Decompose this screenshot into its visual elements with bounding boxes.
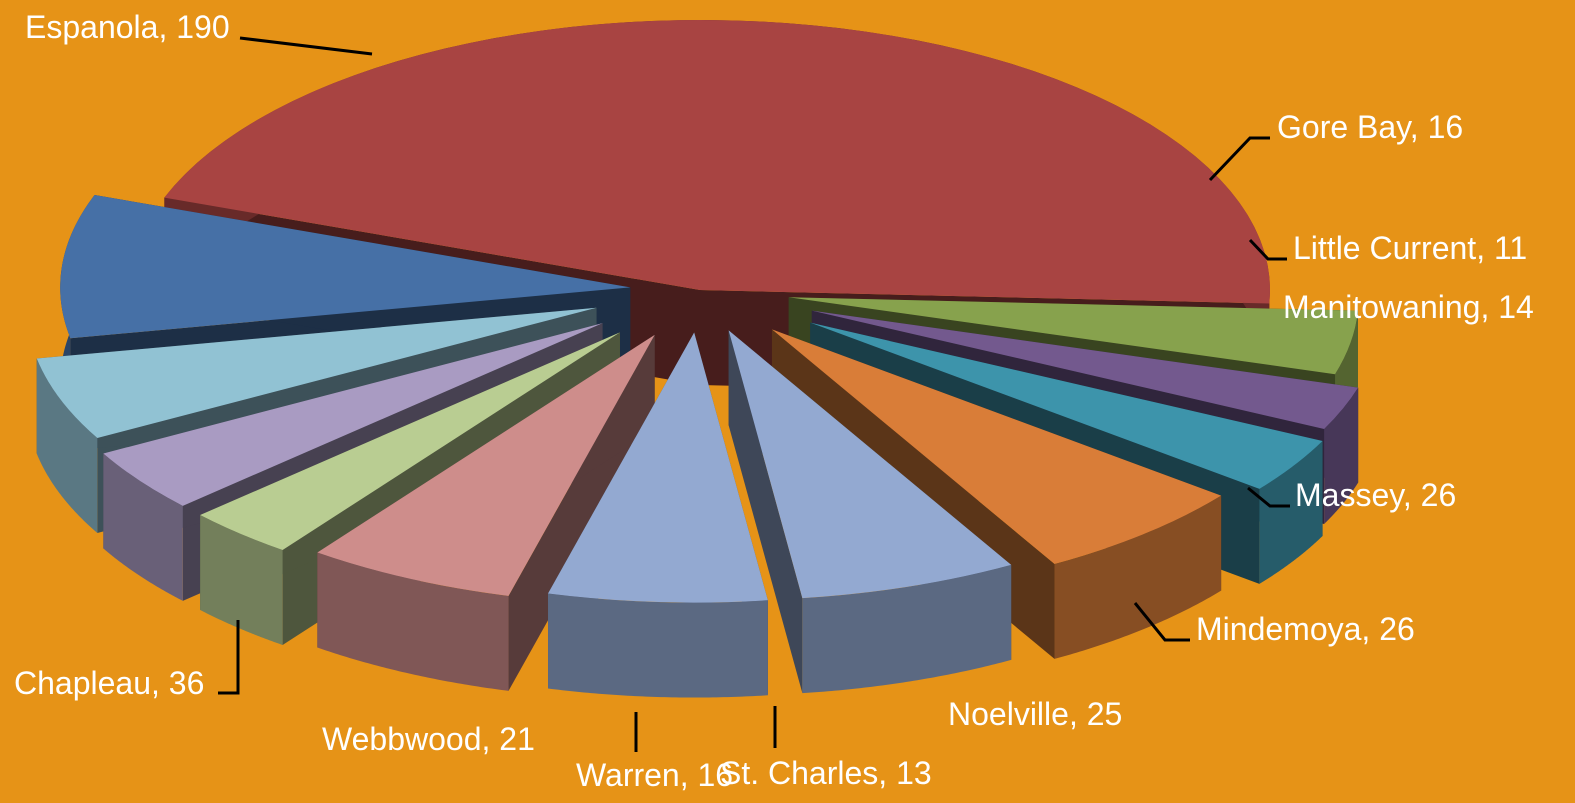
labels-layer: Espanola, 190 Gore Bay, 16 Little Current,… — [14, 9, 1534, 793]
leader-line-chapleau — [218, 620, 240, 695]
data-label-warren: Warren, 16 — [576, 757, 733, 793]
data-label-noelville: Noelville, 25 — [948, 696, 1122, 732]
data-label-webbwood: Webbwood, 21 — [322, 721, 535, 757]
leader-line-gore-bay — [1208, 136, 1270, 182]
data-label-mindemoya: Mindemoya, 26 — [1196, 611, 1415, 647]
leader-line-massey — [1247, 486, 1290, 508]
pie-slice-mindemoya — [548, 332, 768, 698]
data-label-chapleau: Chapleau, 36 — [14, 665, 204, 701]
pie-slice-noelville — [317, 334, 655, 691]
pie-slice-massey — [728, 330, 1012, 694]
data-label-espanola: Espanola, 190 — [25, 9, 230, 45]
leader-line-mindemoya — [1133, 602, 1190, 642]
data-label-manitowaning: Manitowaning, 14 — [1283, 289, 1534, 325]
data-label-little-current: Little Current, 11 — [1293, 230, 1527, 266]
leader-lines-layer — [218, 36, 1290, 752]
data-label-st-charles: St. Charles, 13 — [720, 755, 932, 791]
data-label-gore-bay: Gore Bay, 16 — [1277, 109, 1463, 145]
data-label-massey: Massey, 26 — [1295, 477, 1456, 513]
slices-layer — [36, 19, 1359, 698]
leader-line-little-current — [1248, 238, 1287, 261]
leader-line-espanola — [239, 36, 373, 56]
